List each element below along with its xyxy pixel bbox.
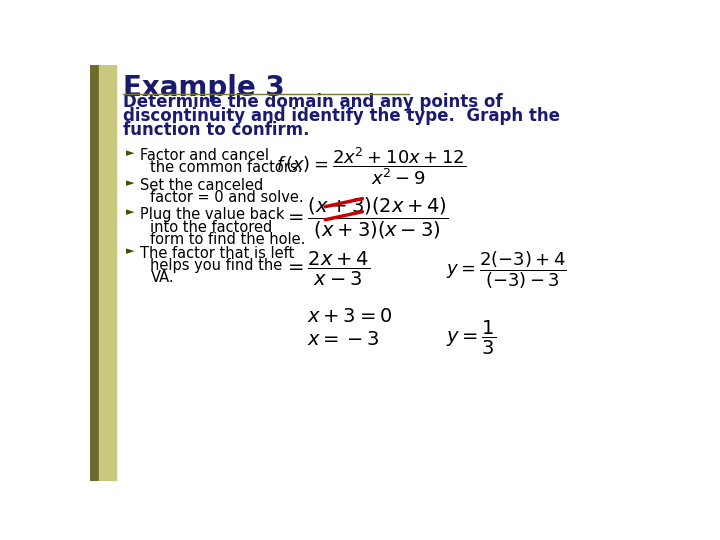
Text: The factor that is left: The factor that is left <box>140 246 294 261</box>
Text: $x=-3$: $x=-3$ <box>307 330 379 349</box>
Text: VA.: VA. <box>150 271 174 285</box>
Text: helps you find the: helps you find the <box>150 258 283 273</box>
Text: ►: ► <box>126 178 134 188</box>
Text: $=\dfrac{(x+3)(2x+4)}{(x+3)(x-3)}$: $=\dfrac{(x+3)(2x+4)}{(x+3)(x-3)}$ <box>284 195 449 241</box>
Bar <box>99 65 117 481</box>
Text: Determine the domain and any points of: Determine the domain and any points of <box>122 93 502 111</box>
Bar <box>90 65 99 481</box>
Text: factor = 0 and solve.: factor = 0 and solve. <box>150 190 304 205</box>
Text: $f\,(x)=\dfrac{2x^2+10x+12}{x^2-9}$: $f\,(x)=\dfrac{2x^2+10x+12}{x^2-9}$ <box>276 146 466 187</box>
Text: Factor and cancel: Factor and cancel <box>140 148 269 163</box>
Text: form to find the hole.: form to find the hole. <box>150 232 306 247</box>
Text: Set the canceled: Set the canceled <box>140 178 263 193</box>
Text: $=\dfrac{2x+4}{x-3}$: $=\dfrac{2x+4}{x-3}$ <box>284 249 370 288</box>
Text: into the factored: into the factored <box>150 220 273 234</box>
Text: ►: ► <box>126 207 134 217</box>
Text: function to confirm.: function to confirm. <box>122 121 309 139</box>
Text: Plug the value back: Plug the value back <box>140 207 284 222</box>
Text: Example 3: Example 3 <box>122 74 284 102</box>
Text: ►: ► <box>126 246 134 256</box>
Text: discontinuity and identify the type.  Graph the: discontinuity and identify the type. Gra… <box>122 107 559 125</box>
Text: $x+3=0$: $x+3=0$ <box>307 307 392 326</box>
Text: $y=\dfrac{1}{3}$: $y=\dfrac{1}{3}$ <box>446 319 497 357</box>
Text: $y=\dfrac{2(-3)+4}{(-3)-3}$: $y=\dfrac{2(-3)+4}{(-3)-3}$ <box>446 249 567 291</box>
Text: ►: ► <box>126 148 134 158</box>
Text: the common factors.: the common factors. <box>150 160 303 176</box>
